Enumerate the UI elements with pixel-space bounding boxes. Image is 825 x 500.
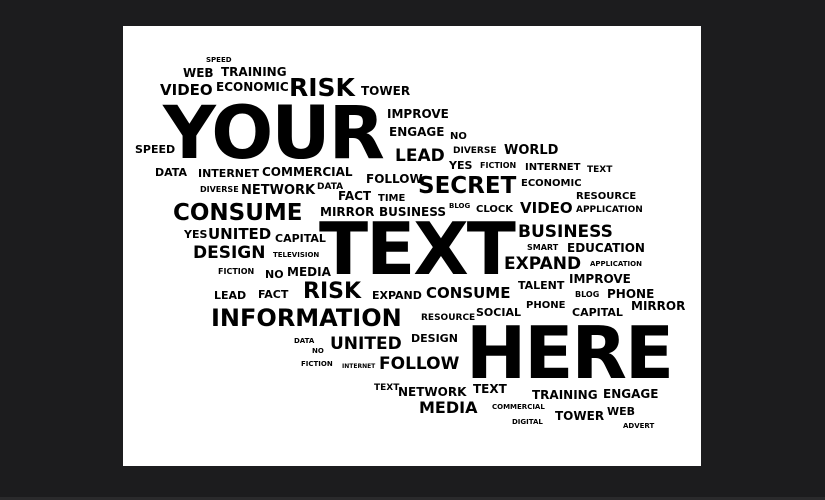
- word: LEAD: [395, 146, 445, 166]
- word: INTERNET: [198, 167, 260, 180]
- word: DATA: [155, 166, 187, 179]
- word: FOLLOW: [366, 172, 423, 186]
- word: WORLD: [504, 143, 559, 158]
- word: FICTION: [301, 360, 333, 368]
- word: APPLICATION: [590, 260, 642, 268]
- word: COMMERCIAL: [492, 403, 545, 411]
- word: TELEVISION: [273, 251, 320, 259]
- word: RESOURCE: [576, 191, 637, 202]
- word: TRAINING: [221, 65, 287, 79]
- word: DIVERSE: [453, 146, 497, 156]
- word: ENGAGE: [389, 125, 445, 139]
- word: APPLICATION: [576, 205, 643, 215]
- word: INFORMATION: [211, 304, 402, 332]
- word: DIVERSE: [200, 185, 239, 194]
- word: TIME: [378, 193, 406, 204]
- word: CONSUME: [426, 284, 511, 302]
- word: PHONE: [526, 300, 566, 311]
- word: NETWORK: [398, 385, 467, 399]
- word: NO: [312, 347, 324, 355]
- word: WEB: [183, 66, 214, 80]
- word: TEXT: [473, 382, 507, 396]
- word-cloud-image: SPEED WEB TRAINING ECONOMIC VIDEO RISK T…: [123, 26, 701, 466]
- word: ENGAGE: [603, 387, 659, 401]
- word: YES: [449, 159, 473, 172]
- word: MIRROR: [320, 205, 375, 219]
- word: FOLLOW: [379, 354, 460, 374]
- word: TEXT: [374, 383, 400, 393]
- word: BLOG: [575, 290, 600, 299]
- word: IMPROVE: [387, 107, 449, 121]
- word: INTERNET: [525, 162, 581, 173]
- word: DESIGN: [193, 243, 266, 263]
- word: TEXT: [587, 165, 613, 175]
- bottom-edge: [0, 497, 825, 500]
- word: SPEED: [206, 56, 232, 64]
- word: EDUCATION: [567, 241, 645, 255]
- word: MEDIA: [419, 398, 478, 417]
- word: ECONOMIC: [216, 80, 289, 94]
- word-here: HERE: [466, 311, 674, 395]
- word: FACT: [338, 189, 372, 203]
- word: CONSUME: [173, 200, 303, 226]
- word: DESIGN: [411, 332, 458, 345]
- word: VIDEO: [160, 81, 213, 99]
- word: COMMERCIAL: [262, 165, 353, 179]
- word: TALENT: [518, 279, 565, 292]
- word: NO: [265, 268, 284, 281]
- word: INTERNET: [342, 363, 376, 370]
- word: YES: [184, 228, 208, 241]
- word: RESOURCE: [421, 313, 476, 323]
- word: MEDIA: [287, 265, 331, 279]
- word: RISK: [289, 73, 355, 102]
- word: FICTION: [218, 267, 255, 276]
- word: BUSINESS: [379, 205, 446, 219]
- word: DATA: [294, 337, 315, 345]
- word: MIRROR: [631, 299, 686, 313]
- word: CAPITAL: [572, 306, 623, 319]
- word: WEB: [607, 405, 636, 418]
- word: VIDEO: [520, 199, 573, 217]
- word: CAPITAL: [275, 232, 326, 245]
- word: TOWER: [555, 409, 605, 423]
- word: SMART: [527, 243, 559, 252]
- word: EXPAND: [372, 289, 422, 302]
- word: UNITED: [330, 334, 402, 354]
- word: SECRET: [418, 173, 517, 199]
- word: FICTION: [480, 161, 517, 170]
- word: DIGITAL: [512, 418, 543, 426]
- word: ECONOMIC: [521, 178, 582, 189]
- word: RISK: [303, 279, 362, 304]
- word-text: TEXT: [319, 207, 516, 291]
- word: UNITED: [208, 225, 272, 243]
- word: SOCIAL: [476, 306, 521, 319]
- word: BUSINESS: [518, 222, 613, 242]
- word: ADVERT: [623, 422, 655, 430]
- word: DATA: [317, 182, 344, 192]
- word: NO: [450, 131, 467, 142]
- word: PHONE: [607, 287, 655, 301]
- word: TOWER: [361, 84, 411, 98]
- word-your: YOUR: [163, 91, 385, 176]
- word: IMPROVE: [569, 272, 631, 286]
- word: NETWORK: [241, 183, 316, 198]
- word: CLOCK: [476, 204, 513, 215]
- word: FACT: [258, 288, 289, 301]
- word: SPEED: [135, 143, 176, 156]
- word: EXPAND: [504, 254, 582, 274]
- word: BLOG: [449, 202, 471, 210]
- word: TRAINING: [532, 388, 598, 402]
- word: LEAD: [214, 289, 247, 302]
